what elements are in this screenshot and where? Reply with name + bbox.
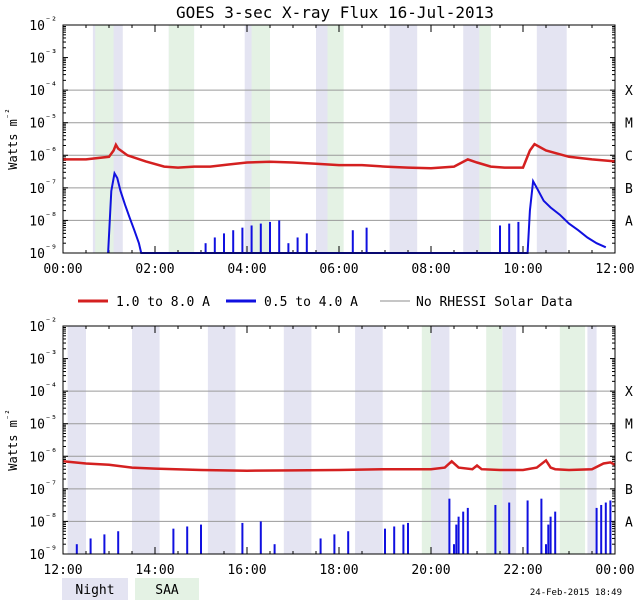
y-tick-label: 10⁻⁶ bbox=[29, 447, 57, 465]
flare-class-label: B bbox=[625, 483, 633, 498]
saa-band bbox=[421, 326, 431, 554]
y-tick-label: 10⁻³ bbox=[29, 49, 57, 67]
y-axis-label: Watts m⁻² bbox=[5, 108, 20, 169]
night-band bbox=[132, 326, 160, 554]
y-tick-label: 10⁻⁹ bbox=[29, 244, 57, 262]
y-tick-label: 10⁻⁷ bbox=[29, 480, 57, 498]
legend-night-label: Night bbox=[75, 583, 114, 598]
y-tick-label: 10⁻⁸ bbox=[29, 211, 57, 229]
chart-panel-1: 10⁻⁹ 10⁻⁸ 10⁻⁷ 10⁻⁶ 10⁻⁵ 10⁻⁴ 10⁻³ 10⁻² A B C M X Wat… bbox=[5, 16, 635, 277]
legend-saa-label: SAA bbox=[155, 583, 179, 598]
band-legend: Night SAA bbox=[62, 578, 199, 600]
flare-class-label: C bbox=[625, 149, 633, 164]
night-band bbox=[207, 326, 236, 554]
x-tick-label: 18:00 bbox=[319, 563, 358, 578]
flare-class-label: C bbox=[625, 450, 633, 465]
y-tick-label: 10⁻² bbox=[29, 317, 57, 335]
saa-band bbox=[168, 25, 195, 253]
night-band bbox=[389, 25, 418, 253]
short-channel-series bbox=[107, 170, 607, 254]
y-tick-label: 10⁻⁷ bbox=[29, 179, 57, 197]
chart-panel-2: 10⁻⁹ 10⁻⁸ 10⁻⁷ 10⁻⁶ 10⁻⁵ 10⁻⁴ 10⁻³ 10⁻² A B C M X Wat… bbox=[5, 317, 635, 578]
x-tick-label: 04:00 bbox=[227, 262, 266, 277]
x-tick-label: 22:00 bbox=[503, 563, 542, 578]
x-tick-label: 00:00 bbox=[43, 262, 82, 277]
legend-long-label: 1.0 to 8.0 A bbox=[116, 295, 210, 310]
x-tick-label: 08:00 bbox=[411, 262, 450, 277]
x-tick-label: 12:00 bbox=[43, 563, 82, 578]
saa-band bbox=[486, 326, 503, 554]
night-band bbox=[536, 25, 567, 253]
y-tick-label: 10⁻⁵ bbox=[29, 114, 57, 132]
flare-class-label: B bbox=[625, 182, 633, 197]
night-band bbox=[283, 326, 312, 554]
y-tick-label: 10⁻⁶ bbox=[29, 146, 57, 164]
saa-band bbox=[479, 25, 491, 253]
y-tick-label: 10⁻⁸ bbox=[29, 512, 57, 530]
x-tick-label: 02:00 bbox=[135, 262, 174, 277]
y-tick-label: 10⁻⁹ bbox=[29, 545, 57, 563]
night-band bbox=[426, 326, 450, 554]
saa-band bbox=[327, 25, 344, 253]
plot-frame bbox=[62, 325, 616, 555]
flare-class-label: M bbox=[625, 117, 633, 132]
y-tick-label: 10⁻² bbox=[29, 16, 57, 34]
legend-short-label: 0.5 to 4.0 A bbox=[264, 295, 358, 310]
x-tick-label: 14:00 bbox=[135, 563, 174, 578]
series-legend: 1.0 to 8.0 A 0.5 to 4.0 A No RHESSI Sola… bbox=[78, 295, 573, 310]
chart-title: GOES 3-sec X-ray Flux 16-Jul-2013 bbox=[176, 3, 494, 22]
y-tick-label: 10⁻⁵ bbox=[29, 415, 57, 433]
y-tick-label: 10⁻⁴ bbox=[29, 382, 57, 400]
night-band bbox=[67, 326, 86, 554]
long-channel-series bbox=[62, 458, 616, 472]
x-tick-label: 16:00 bbox=[227, 563, 266, 578]
legend-no-data-label: No RHESSI Solar Data bbox=[416, 295, 573, 310]
x-tick-label: 12:00 bbox=[595, 262, 634, 277]
flare-class-label: A bbox=[625, 515, 633, 530]
night-band bbox=[502, 326, 517, 554]
x-tick-label: 06:00 bbox=[319, 262, 358, 277]
y-axis-label: Watts m⁻² bbox=[5, 409, 20, 470]
y-tick-label: 10⁻³ bbox=[29, 350, 57, 368]
x-tick-label: 00:00 bbox=[595, 563, 634, 578]
x-tick-label: 10:00 bbox=[503, 262, 542, 277]
flare-class-label: X bbox=[625, 385, 633, 400]
legend-night-swatch bbox=[62, 578, 128, 600]
flare-class-label: A bbox=[625, 214, 633, 229]
flare-class-label: M bbox=[625, 418, 633, 433]
flare-class-label: X bbox=[625, 84, 633, 99]
y-tick-label: 10⁻⁴ bbox=[29, 81, 57, 99]
saa-band bbox=[95, 25, 114, 253]
footer-timestamp: 24-Feb-2015 18:49 bbox=[530, 588, 622, 598]
legend-saa-swatch bbox=[135, 578, 199, 600]
saa-band bbox=[251, 25, 270, 253]
x-tick-label: 20:00 bbox=[411, 563, 450, 578]
plot-frame bbox=[62, 24, 616, 254]
saa-band bbox=[559, 326, 586, 554]
night-band bbox=[355, 326, 383, 554]
night-band bbox=[587, 326, 597, 554]
long-channel-series bbox=[63, 142, 616, 170]
